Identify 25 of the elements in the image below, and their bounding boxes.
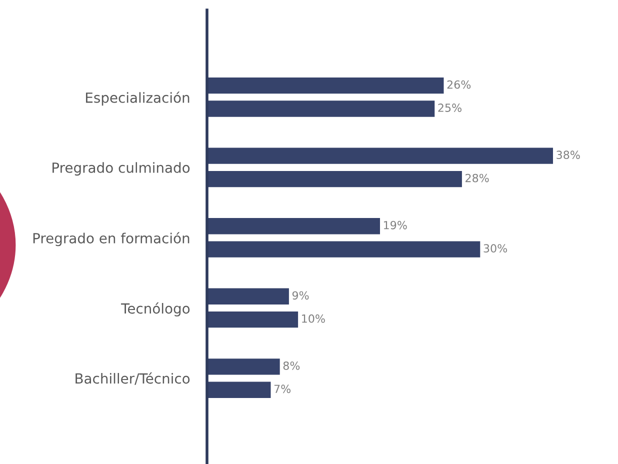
y-tick-label: Tecnólogo bbox=[121, 302, 190, 316]
data-label: 8% bbox=[283, 361, 300, 370]
data-label: 19% bbox=[384, 220, 407, 230]
bar bbox=[207, 311, 298, 328]
data-label: 28% bbox=[466, 174, 489, 182]
y-tick-label: Pregrado en formación bbox=[33, 232, 190, 246]
data-label: 26% bbox=[447, 80, 471, 89]
bar bbox=[207, 218, 380, 234]
bar bbox=[207, 170, 462, 188]
bar bbox=[207, 77, 444, 94]
bar bbox=[207, 358, 280, 375]
bar bbox=[207, 100, 435, 117]
data-label: 38% bbox=[556, 150, 580, 160]
data-label: 7% bbox=[274, 384, 291, 394]
y-tick-label: Especialización bbox=[86, 92, 190, 106]
data-label: 25% bbox=[438, 104, 462, 112]
y-tick-label: Pregrado culminado bbox=[52, 162, 190, 176]
data-label: 9% bbox=[292, 291, 309, 300]
data-label: 10% bbox=[302, 314, 325, 323]
y-tick-label: Bachiller/Técnico bbox=[76, 372, 190, 385]
bar bbox=[207, 382, 271, 398]
bar bbox=[207, 241, 480, 258]
bar bbox=[207, 288, 289, 304]
bar bbox=[207, 148, 553, 164]
data-label: 30% bbox=[484, 244, 508, 253]
